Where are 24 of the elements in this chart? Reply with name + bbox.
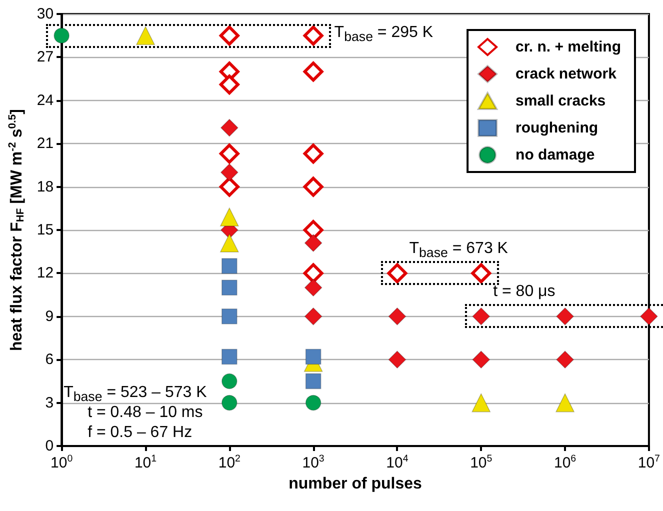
legend-label: crack network	[516, 66, 618, 82]
y-axis-title: heat flux factor FHF [MW m-2 s0.5]	[8, 109, 26, 351]
y-tick-label: 18	[36, 178, 54, 196]
legend-label: roughening	[516, 120, 598, 136]
annotation: T$_{base}$ = 295 K	[334, 24, 434, 44]
y-tick-label: 6	[45, 351, 54, 368]
x-axis-title: number of pulses	[288, 476, 422, 492]
annotation: f = 0.5 – 67 Hz	[88, 424, 192, 442]
y-tick-label: 27	[36, 48, 54, 66]
y-tick-label: 24	[36, 92, 54, 109]
legend-label: small cracks	[516, 92, 606, 110]
legend-label: cr. n. + melting	[516, 38, 622, 56]
y-tick-label: 21	[36, 135, 54, 152]
y-tick-label: 12	[36, 264, 54, 282]
y-tick-label: 3	[45, 394, 54, 412]
y-tick-label: 15	[36, 222, 54, 238]
annotation: T$_{base}$ = 673 K	[409, 240, 508, 260]
y-tick-label: 0	[45, 438, 54, 454]
y-tick-label: 9	[45, 308, 54, 325]
annotation: t = 80 μs	[493, 283, 556, 302]
y-tick-label: 30	[36, 6, 54, 22]
legend-label: no damage	[516, 146, 595, 164]
annotation: T$_{base}$ = 523 – 573 K	[64, 384, 207, 404]
annotation: t = 0.48 – 10 ms	[88, 404, 203, 422]
